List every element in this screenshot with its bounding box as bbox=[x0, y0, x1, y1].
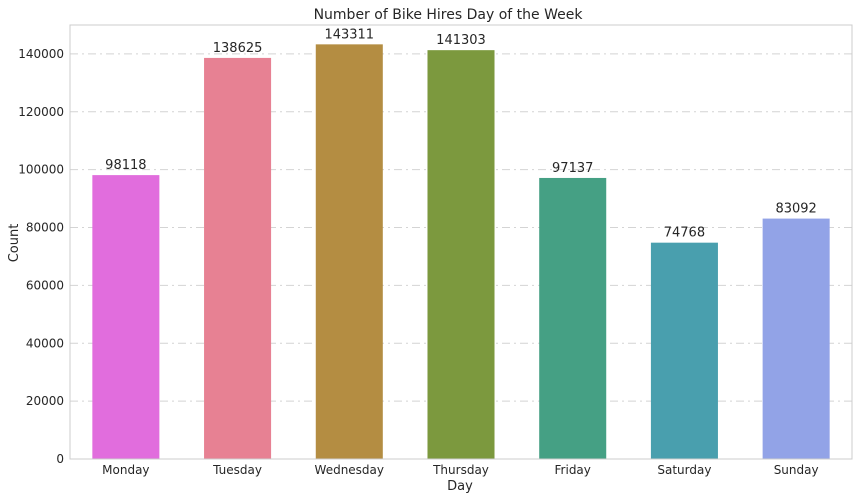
bar-wednesday bbox=[315, 44, 383, 459]
bar-value-label: 98118 bbox=[105, 158, 146, 173]
bar-value-label: 97137 bbox=[552, 161, 593, 176]
y-tick-label: 140000 bbox=[18, 47, 64, 61]
bar-monday bbox=[92, 175, 160, 459]
data-labels: 98118 138625 143311 141303 97137 74768 83092 bbox=[105, 27, 817, 240]
bar-value-label: 143311 bbox=[324, 27, 374, 42]
bars bbox=[92, 44, 830, 459]
bar-value-label: 74768 bbox=[664, 226, 705, 241]
y-tick-label: 60000 bbox=[26, 278, 64, 292]
x-tick-label: Tuesday bbox=[212, 463, 262, 477]
x-tick-label: Monday bbox=[102, 463, 149, 477]
y-tick-label: 100000 bbox=[18, 163, 64, 177]
chart-title: Number of Bike Hires Day of the Week bbox=[314, 7, 584, 23]
bar-sunday bbox=[762, 218, 830, 459]
y-tick-label: 40000 bbox=[26, 336, 64, 350]
x-tick-label: Sunday bbox=[774, 463, 819, 477]
y-axis-label: Count bbox=[7, 224, 22, 263]
axes: 0 20000 40000 60000 80000 100000 120000 140000 M… bbox=[18, 24, 853, 477]
bar-saturday bbox=[650, 242, 718, 459]
bar-tuesday bbox=[204, 57, 272, 459]
x-tick-label: Saturday bbox=[657, 463, 711, 477]
x-tick-label: Friday bbox=[555, 463, 591, 477]
bar-value-label: 141303 bbox=[436, 33, 486, 48]
bar-value-label: 83092 bbox=[775, 202, 816, 217]
x-tick-label: Wednesday bbox=[315, 463, 384, 477]
bar-value-label: 138625 bbox=[213, 41, 263, 56]
plot-frame bbox=[69, 24, 853, 460]
y-tick-label: 20000 bbox=[26, 394, 64, 408]
x-axis-label: Day bbox=[447, 479, 473, 494]
y-tick-label: 0 bbox=[56, 452, 64, 466]
y-tick-label: 80000 bbox=[26, 221, 64, 235]
bar-thursday bbox=[427, 50, 495, 459]
y-tick-label: 120000 bbox=[18, 105, 64, 119]
x-tick-label: Thursday bbox=[432, 463, 489, 477]
bar-friday bbox=[539, 177, 607, 459]
